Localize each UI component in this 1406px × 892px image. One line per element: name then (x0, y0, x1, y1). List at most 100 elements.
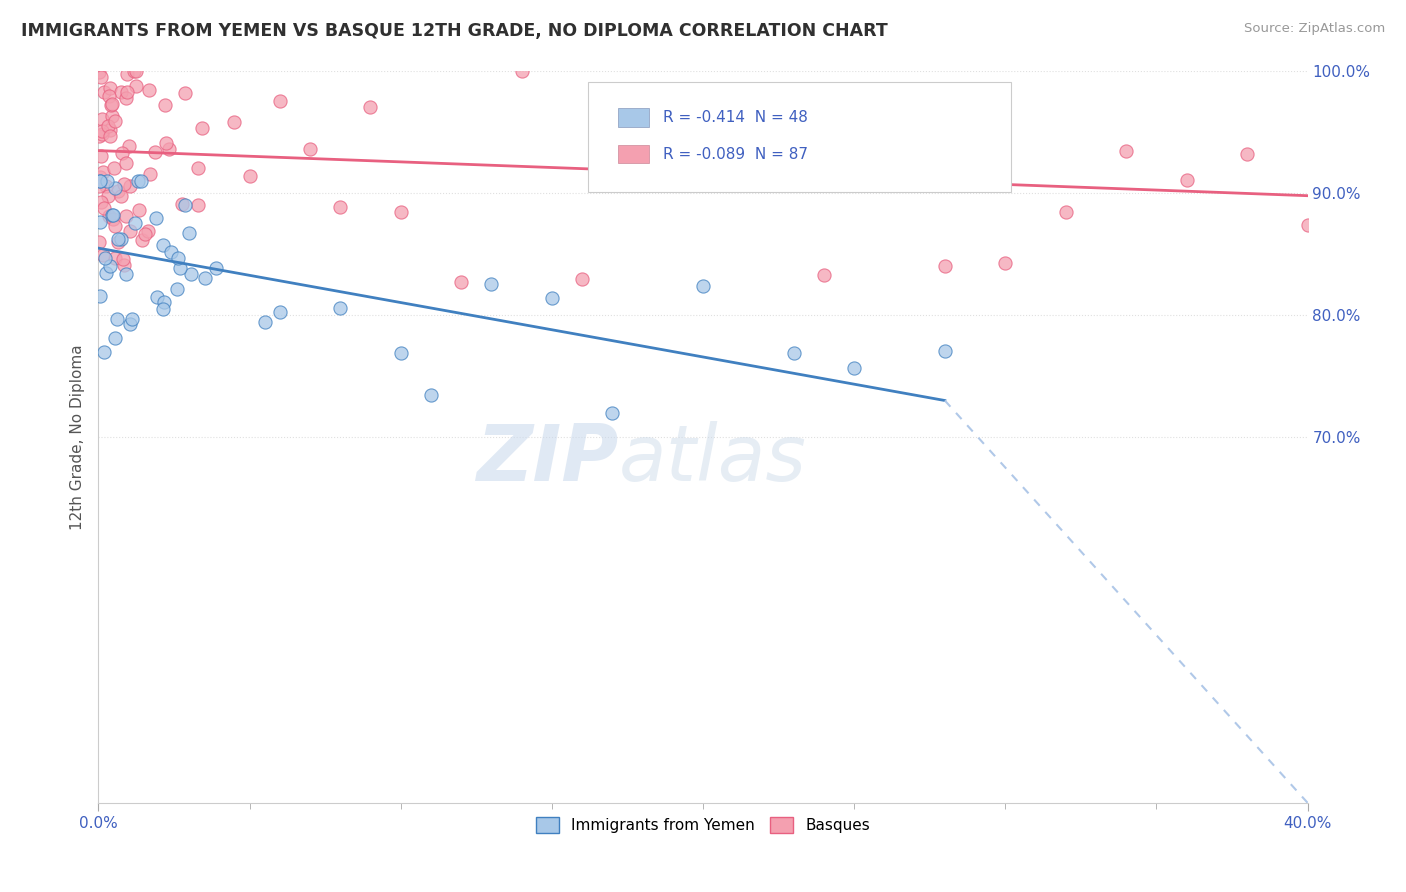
Point (193, 271, 215, 285)
Point (104, 251, 127, 265)
Point (994, 256, 1017, 270)
Point (128, 202, 150, 217)
Point (112, 258, 135, 272)
Point (571, 272, 593, 286)
Point (752, 166, 775, 180)
Bar (619, 145, 648, 163)
Point (98, 128, 121, 143)
FancyBboxPatch shape (588, 82, 1011, 192)
Point (1115, 144, 1137, 158)
Point (118, 139, 141, 153)
Point (120, 179, 142, 194)
Text: ZIP: ZIP (477, 421, 619, 497)
Point (91, 124, 114, 138)
Point (180, 268, 202, 282)
Point (125, 78, 148, 93)
Point (89, 169, 111, 184)
Point (155, 98, 177, 112)
Y-axis label: 12th Grade, No Diploma: 12th Grade, No Diploma (69, 344, 84, 530)
Point (187, 198, 209, 212)
Point (111, 252, 134, 267)
Point (125, 64, 148, 78)
Point (136, 224, 159, 238)
Text: IMMIGRANTS FROM YEMEN VS BASQUE 12TH GRADE, NO DIPLOMA CORRELATION CHART: IMMIGRANTS FROM YEMEN VS BASQUE 12TH GRA… (21, 22, 887, 40)
Point (143, 145, 166, 160)
Point (239, 169, 262, 184)
Point (100, 98, 122, 112)
Point (173, 198, 195, 212)
Point (104, 331, 127, 345)
Point (110, 188, 132, 202)
Point (101, 209, 124, 223)
Point (107, 184, 129, 198)
Point (103, 161, 125, 175)
Point (1296, 218, 1319, 232)
Point (89, 174, 111, 188)
Point (110, 85, 132, 99)
Point (138, 83, 160, 97)
Point (160, 245, 183, 260)
Point (389, 205, 412, 219)
Point (107, 232, 129, 246)
Point (329, 200, 352, 214)
Point (253, 314, 276, 328)
Point (90, 112, 112, 126)
Point (94, 251, 117, 265)
Point (934, 344, 956, 359)
Point (124, 216, 146, 230)
Point (96, 174, 118, 188)
Point (90, 70, 112, 84)
Point (145, 290, 167, 304)
Point (91, 165, 114, 179)
Text: R = -0.089  N = 87: R = -0.089 N = 87 (664, 146, 808, 161)
Point (122, 64, 145, 78)
Point (90, 194, 112, 209)
Point (131, 234, 153, 248)
Point (1236, 147, 1258, 161)
Point (90, 149, 112, 163)
Legend: Immigrants from Yemen, Basques: Immigrants from Yemen, Basques (530, 811, 876, 839)
Point (115, 210, 138, 224)
Point (89, 178, 111, 193)
Point (127, 174, 149, 188)
Point (111, 145, 134, 160)
Point (105, 312, 128, 326)
Point (360, 100, 382, 114)
Point (153, 295, 176, 310)
Text: atlas: atlas (619, 421, 806, 497)
Point (145, 211, 167, 226)
Point (117, 67, 139, 81)
Point (602, 406, 624, 420)
Point (873, 122, 896, 136)
Point (101, 208, 124, 222)
Point (98, 89, 121, 103)
Point (89, 215, 111, 229)
Point (1175, 172, 1198, 186)
Point (112, 177, 135, 191)
Point (87, 129, 110, 144)
Point (169, 260, 191, 275)
Point (104, 113, 127, 128)
Point (87, 235, 110, 249)
Point (115, 155, 138, 169)
Point (204, 260, 226, 275)
Point (98, 259, 121, 273)
Point (117, 85, 139, 99)
Point (98, 123, 121, 137)
Point (813, 268, 835, 283)
Point (934, 260, 956, 274)
Point (90, 127, 112, 141)
Point (692, 120, 714, 135)
Point (89, 289, 111, 303)
Point (89, 174, 111, 188)
Point (96, 178, 118, 193)
Point (131, 174, 153, 188)
Point (97, 189, 120, 203)
Point (93, 201, 115, 215)
Point (155, 136, 177, 150)
Point (1054, 204, 1077, 219)
Point (104, 219, 127, 233)
Point (170, 197, 193, 211)
Point (97, 120, 120, 134)
Point (118, 224, 141, 238)
